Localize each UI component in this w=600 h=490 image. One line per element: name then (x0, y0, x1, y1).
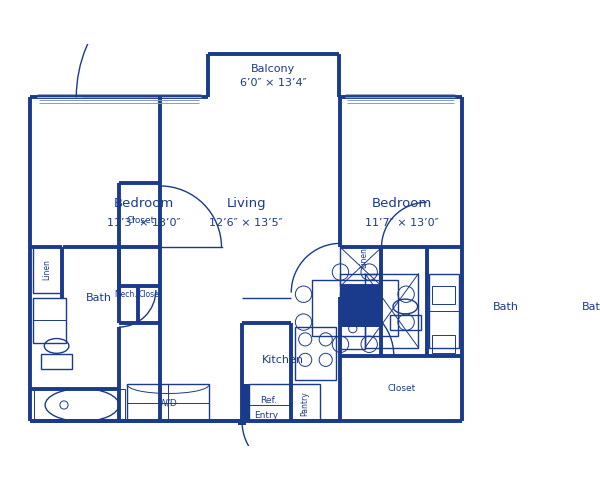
Bar (340, 308, 365, 349)
Text: Closet: Closet (138, 290, 162, 299)
Bar (389, 315, 421, 329)
Bar (340, 274, 382, 307)
Bar (242, 385, 248, 421)
Text: W/D: W/D (159, 398, 178, 407)
Text: Balcony: Balcony (251, 64, 295, 74)
Bar (312, 280, 398, 336)
Bar (291, 385, 320, 421)
Text: Closet: Closet (388, 384, 416, 393)
Text: Mech.: Mech. (114, 290, 137, 299)
Bar (41, 354, 72, 369)
Text: 11’3″ × 13’0″: 11’3″ × 13’0″ (107, 218, 181, 228)
Text: Bedroom: Bedroom (372, 197, 432, 211)
Text: 12’6″ × 13’5″: 12’6″ × 13’5″ (209, 218, 283, 228)
Text: Bath: Bath (582, 301, 600, 312)
Bar (431, 286, 455, 304)
Bar (238, 419, 246, 425)
Bar (34, 389, 125, 420)
Bar (248, 385, 290, 421)
Bar (295, 327, 337, 380)
Text: Closet: Closet (127, 216, 155, 225)
Bar (33, 247, 62, 293)
Bar (429, 274, 460, 347)
Text: Bath: Bath (85, 294, 112, 303)
Bar (340, 247, 382, 286)
Text: Kitchen: Kitchen (262, 355, 304, 365)
Text: Linen: Linen (42, 259, 51, 280)
Text: Ref.: Ref. (260, 396, 278, 405)
Text: 6’0″ × 13’4″: 6’0″ × 13’4″ (240, 78, 307, 88)
Text: Bath: Bath (493, 301, 519, 312)
Text: DW: DW (354, 286, 368, 294)
Text: Pantry: Pantry (301, 391, 310, 416)
Bar (127, 385, 209, 421)
Text: Living: Living (226, 197, 266, 211)
Bar (340, 286, 382, 327)
Text: Entry: Entry (254, 411, 278, 420)
Bar (365, 274, 418, 347)
Text: 11’7″ × 13’0″: 11’7″ × 13’0″ (365, 218, 439, 228)
Bar (431, 335, 455, 353)
Text: Linen: Linen (359, 247, 368, 268)
Bar (33, 298, 65, 343)
Text: Bedroom: Bedroom (113, 197, 173, 211)
